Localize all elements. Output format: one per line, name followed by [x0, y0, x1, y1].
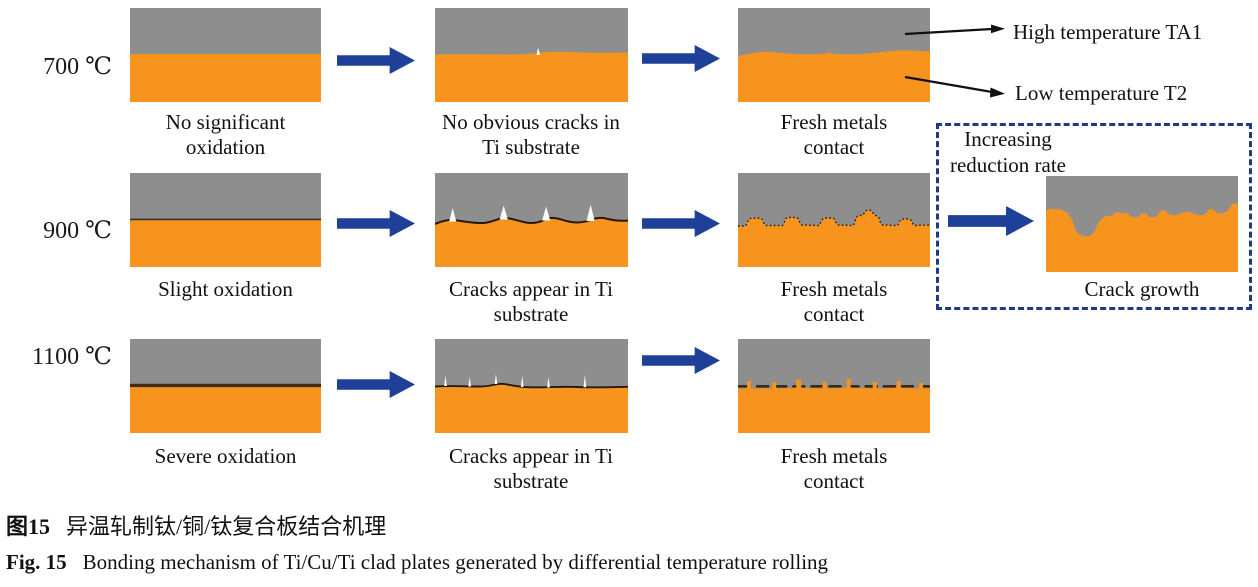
panel-900-cracks	[435, 173, 628, 267]
panel-1100-fresh-contact	[738, 339, 930, 433]
flow-arrow-icon	[337, 47, 415, 74]
temperature-label-700: 700 ℃	[43, 54, 112, 80]
caption-zh-tag: 图15	[6, 514, 51, 539]
caption-zh: 图15 异温轧制钛/铜/钛复合板结合机理	[6, 509, 386, 541]
caption-en-tag: Fig. 15	[6, 550, 67, 574]
stage-label: Fresh metals contact	[780, 444, 888, 493]
stage-label: Crack growth	[1084, 277, 1200, 301]
temperature-label-900: 900 ℃	[43, 218, 112, 244]
flow-arrow-icon	[642, 210, 720, 237]
stage-label: Cracks appear in Ti substrate	[449, 444, 613, 493]
flow-arrow-icon	[642, 45, 720, 72]
stage-label: Cracks appear in Ti substrate	[449, 277, 613, 326]
panel-900-fresh-contact	[738, 173, 930, 267]
stage-label: Slight oxidation	[158, 277, 293, 301]
panel-900-slight-oxidation	[130, 173, 321, 267]
caption-en-text: Bonding mechanism of Ti/Cu/Ti clad plate…	[82, 550, 829, 574]
panel-1100-cracks	[435, 339, 628, 433]
panel-1100-severe-oxidation	[130, 339, 321, 433]
stage-label: No significant oxidation	[165, 110, 286, 159]
panel-700-no-oxidation	[130, 8, 321, 102]
stage-label: Fresh metals contact	[780, 110, 888, 159]
flow-arrow-icon	[948, 206, 1034, 236]
flow-arrow-icon	[337, 210, 415, 237]
callout-title: Increasing reduction rate	[949, 127, 1067, 177]
increasing-reduction-callout-box	[936, 123, 1252, 310]
panel-700-no-cracks	[435, 8, 628, 102]
temperature-label-1100: 1100 ℃	[32, 344, 112, 370]
caption-zh-text: 异温轧制钛/铜/钛复合板结合机理	[66, 514, 387, 539]
stage-label: Severe oxidation	[154, 444, 297, 468]
stage-label: Fresh metals contact	[780, 277, 888, 326]
caption-en: Fig. 15 Bonding mechanism of Ti/Cu/Ti cla…	[6, 550, 828, 575]
low-temperature-label: Low temperature T2	[1015, 81, 1188, 105]
annotation-arrows-icon	[904, 24, 1005, 98]
flow-arrow-icon	[337, 371, 415, 398]
high-temperature-label: High temperature TA1	[1013, 20, 1203, 44]
panel-crack-growth	[1046, 176, 1238, 272]
flow-arrow-icon	[642, 347, 720, 374]
stage-label: No obvious cracks in Ti substrate	[442, 110, 620, 159]
panel-700-fresh-contact	[738, 8, 930, 102]
